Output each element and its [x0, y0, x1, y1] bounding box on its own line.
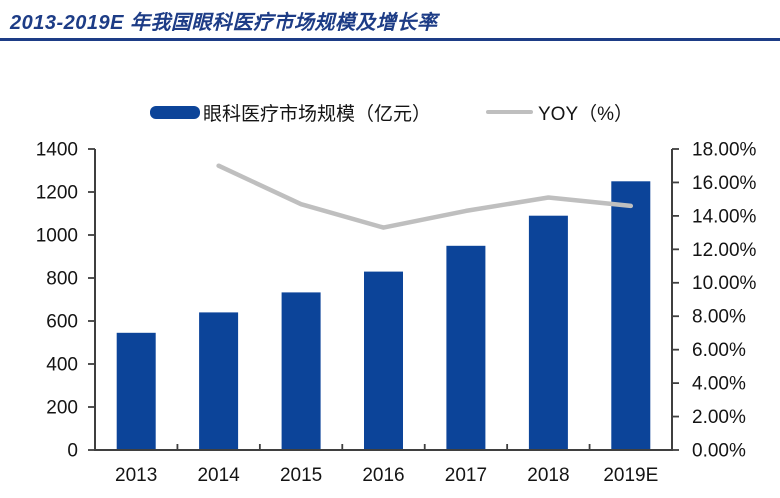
right-axis-tick-label: 18.00% — [692, 139, 757, 160]
right-axis-tick-label: 12.00% — [692, 240, 757, 261]
left-axis-tick-label: 800 — [46, 268, 78, 289]
right-axis-tick-label: 2.00% — [692, 407, 746, 428]
bar-2016 — [364, 271, 403, 450]
right-axis-tick-label: 4.00% — [692, 374, 746, 395]
bar-2014 — [199, 312, 239, 450]
right-axis-tick-label: 16.00% — [692, 173, 757, 194]
left-axis-tick-label: 1000 — [36, 225, 78, 246]
left-axis-tick-label: 200 — [46, 397, 78, 418]
right-axis-tick-label: 10.00% — [692, 273, 757, 294]
x-axis-category-label: 2019E — [603, 465, 658, 486]
x-axis-category-label: 2013 — [115, 465, 157, 486]
bar-series-swatch-icon — [150, 105, 200, 119]
title-underline — [0, 38, 780, 41]
legend-item-yoy: YOY（%） — [486, 101, 634, 125]
bar-2019E — [611, 181, 651, 451]
x-axis-category-label: 2016 — [362, 465, 404, 486]
x-axis-category-label: 2014 — [197, 465, 240, 486]
bar-2013 — [116, 332, 156, 450]
page-title: 2013-2019E 年我国眼科医疗市场规模及增长率 — [10, 12, 438, 34]
legend-label-market-size: 眼科医疗市场规模（亿元） — [203, 103, 432, 125]
x-axis-category-label: 2015 — [280, 465, 322, 486]
bar-2017 — [446, 245, 486, 451]
left-axis-tick-label: 600 — [46, 311, 78, 332]
right-axis-tick-label: 6.00% — [692, 340, 746, 361]
legend-label-yoy: YOY（%） — [538, 103, 634, 125]
left-axis-tick-label: 1400 — [36, 139, 78, 160]
bar-2018 — [528, 215, 568, 450]
left-axis-tick-label: 0 — [67, 440, 78, 461]
left-axis-tick-label: 1200 — [36, 182, 78, 203]
x-axis-category-label: 2017 — [445, 465, 487, 486]
bar-2015 — [281, 292, 321, 450]
legend-item-market-size: 眼科医疗市场规模（亿元） — [150, 101, 432, 125]
right-axis-tick-label: 0.00% — [692, 440, 746, 461]
x-axis-category-label: 2018 — [527, 465, 569, 486]
yoy-line — [216, 163, 634, 230]
right-axis-tick-label: 14.00% — [692, 206, 757, 227]
left-axis-tick-label: 400 — [46, 354, 78, 375]
right-axis-tick-label: 8.00% — [692, 307, 746, 328]
line-series-swatch-icon — [486, 109, 533, 115]
